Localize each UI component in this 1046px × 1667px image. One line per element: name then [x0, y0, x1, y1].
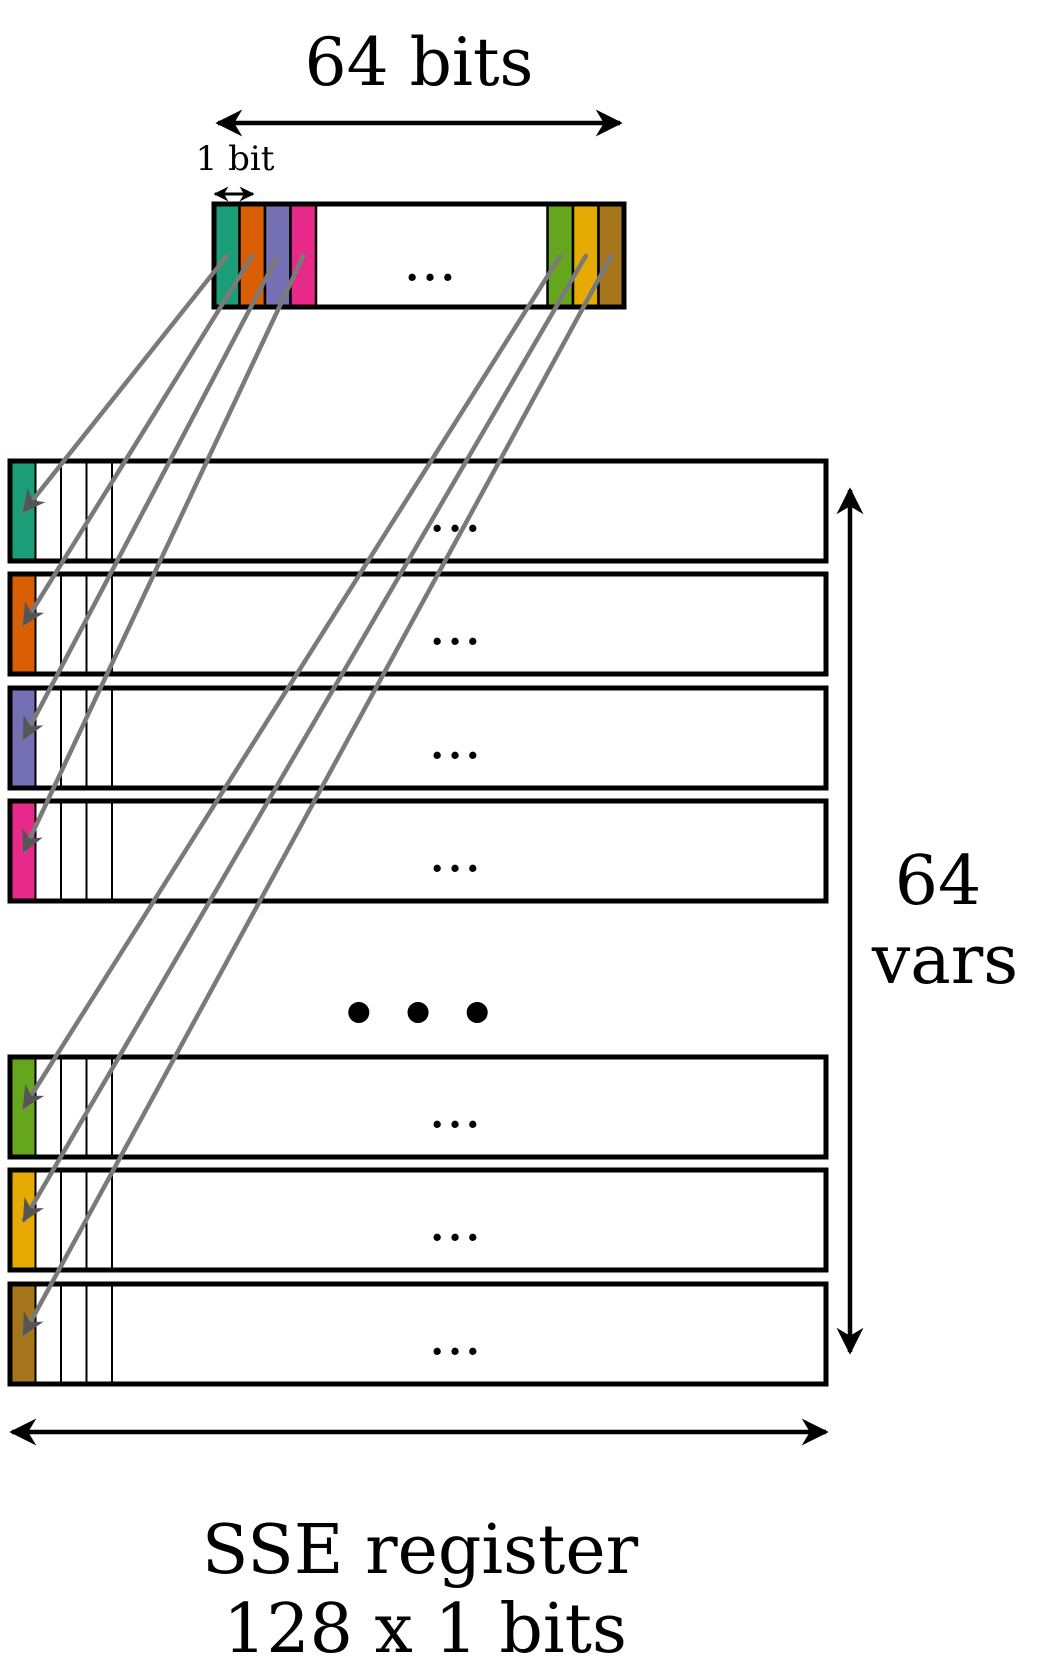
register-ellipsis: ... — [428, 1189, 481, 1254]
register-pink: ... — [7, 798, 829, 904]
word-width-label: 64 bits — [305, 24, 534, 101]
register-ellipsis: ... — [428, 707, 481, 772]
register-ellipsis: ... — [428, 1076, 481, 1141]
vars-count-word: vars — [871, 921, 1018, 1000]
bit-mapping-arrow — [21, 253, 280, 741]
register-size-label: 128 x 1 bits — [223, 1590, 627, 1667]
register-purple: ... — [7, 685, 829, 791]
bit-mapping-arrow — [21, 253, 306, 854]
register-label: SSE register — [202, 1511, 639, 1590]
bit-mapping-arrow — [21, 253, 229, 514]
bit-mapping-arrow — [21, 253, 614, 1337]
register-brown: ... — [7, 1281, 829, 1387]
bit-mapping-arrow — [21, 253, 563, 1110]
vars-count-number: 64 — [895, 842, 982, 921]
register-ellipsis: ... — [428, 820, 481, 885]
register-ellipsis: ... — [428, 1303, 481, 1368]
bit-mapping-arrows — [21, 253, 614, 1337]
bit-mapping-arrow — [21, 253, 255, 627]
register-stack: ..................... — [7, 458, 829, 1387]
bit-mapping-arrow — [21, 253, 588, 1223]
register-green: ... — [7, 1054, 829, 1160]
register-yellow: ... — [7, 1167, 829, 1273]
word-ellipsis: ... — [403, 229, 456, 294]
gap-ellipsis: • • • — [340, 980, 497, 1050]
register-ellipsis: ... — [428, 593, 481, 658]
bit-width-label: 1 bit — [196, 139, 275, 179]
input-word: ... — [211, 201, 627, 310]
